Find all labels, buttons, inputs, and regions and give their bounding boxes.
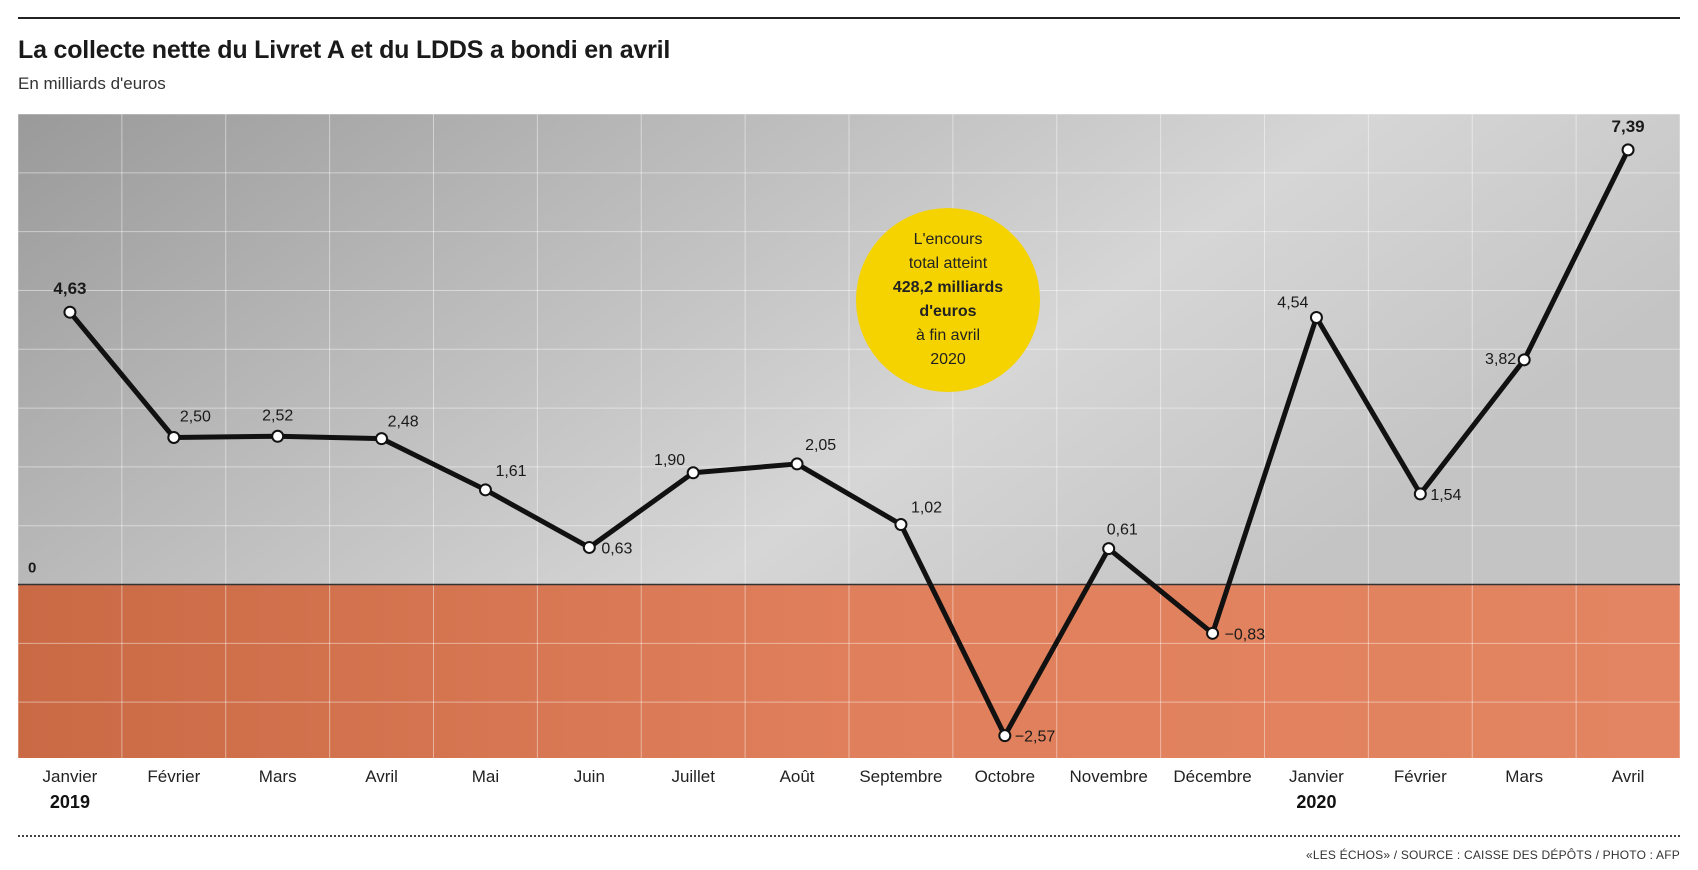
- annotation-line-5: à fin avril: [915, 327, 981, 344]
- data-label: 2,05: [805, 437, 836, 454]
- data-label: 0,63: [601, 540, 632, 557]
- data-point: [686, 466, 700, 480]
- x-tick-label: Novembre: [1069, 767, 1147, 786]
- x-tick-label: Avril: [365, 767, 398, 786]
- data-point: [998, 729, 1012, 743]
- data-point: [1206, 626, 1220, 640]
- x-tick-label: Octobre: [975, 767, 1035, 786]
- x-tick-label: Décembre: [1173, 767, 1251, 786]
- x-tick-label: Mai: [472, 767, 499, 786]
- encours-annotation: L'encours total atteint 428,2 milliards …: [856, 208, 1040, 392]
- x-tick-label: Septembre: [859, 767, 942, 786]
- annotation-line-1: L'encours: [913, 231, 983, 248]
- x-tick-label: Janvier: [1289, 767, 1344, 786]
- series-line: [67, 147, 1631, 739]
- x-tick-label: Mars: [259, 767, 297, 786]
- data-label: 0,61: [1107, 522, 1138, 539]
- data-label: 4,54: [1277, 294, 1308, 311]
- year-label: 2019: [50, 792, 90, 812]
- x-tick-label: Juin: [574, 767, 605, 786]
- x-tick-label: Août: [780, 767, 815, 786]
- data-point: [375, 432, 389, 446]
- line-chart: 4,63 2,50 2,52 2,48 1,61 0,63 1,90 2,05 1,02 −2,5…: [17, 113, 1681, 812]
- data-point: [790, 457, 804, 471]
- data-point: [271, 429, 285, 443]
- data-label: 2,52: [262, 407, 293, 424]
- annotation-line-4: d'euros: [919, 303, 977, 320]
- data-label: 2,48: [388, 414, 419, 431]
- data-label: 1,02: [911, 500, 942, 517]
- source-credit: «LES ÉCHOS» / SOURCE : CAISSE DES DÉPÔTS…: [1305, 848, 1680, 862]
- negative-band: [18, 584, 1680, 758]
- data-point: [1621, 143, 1635, 157]
- data-point: [894, 518, 908, 532]
- x-tick-label: Janvier: [43, 767, 98, 786]
- annotation-line-6: 2020: [930, 351, 966, 368]
- positive-band: [18, 114, 1680, 585]
- top-rule: [18, 17, 1680, 19]
- chart-subtitle: En milliards d'euros: [18, 74, 166, 93]
- data-point: [1517, 353, 1531, 367]
- data-label: 2,50: [180, 408, 211, 425]
- data-point: [1102, 542, 1116, 556]
- x-tick-label: Février: [1394, 767, 1447, 786]
- annotation-line-2: total atteint: [908, 255, 988, 272]
- chart-title: La collecte nette du Livret A et du LDDS…: [18, 36, 671, 64]
- data-point: [582, 540, 596, 554]
- data-label: −2,57: [1015, 729, 1056, 746]
- year-label: 2020: [1296, 792, 1336, 812]
- x-tick-label: Juillet: [671, 767, 715, 786]
- x-tick-label: Mars: [1505, 767, 1543, 786]
- data-label: 1,90: [654, 452, 685, 469]
- footer-rule: [18, 835, 1680, 837]
- annotation-line-3: 428,2 milliards: [892, 279, 1004, 296]
- data-label: −0,83: [1225, 626, 1266, 643]
- data-point: [167, 430, 181, 444]
- x-tick-label: Avril: [1612, 767, 1645, 786]
- zero-label: 0: [28, 560, 36, 577]
- data-label: 1,61: [495, 463, 526, 480]
- data-point: [1309, 310, 1323, 324]
- data-label: 7,39: [1612, 117, 1645, 136]
- x-tick-label: Février: [147, 767, 200, 786]
- data-point: [1413, 487, 1427, 501]
- data-point: [478, 483, 492, 497]
- data-label: 1,54: [1430, 487, 1461, 504]
- data-point: [63, 305, 77, 319]
- data-label: 3,82: [1485, 351, 1516, 368]
- data-label: 4,63: [53, 279, 86, 298]
